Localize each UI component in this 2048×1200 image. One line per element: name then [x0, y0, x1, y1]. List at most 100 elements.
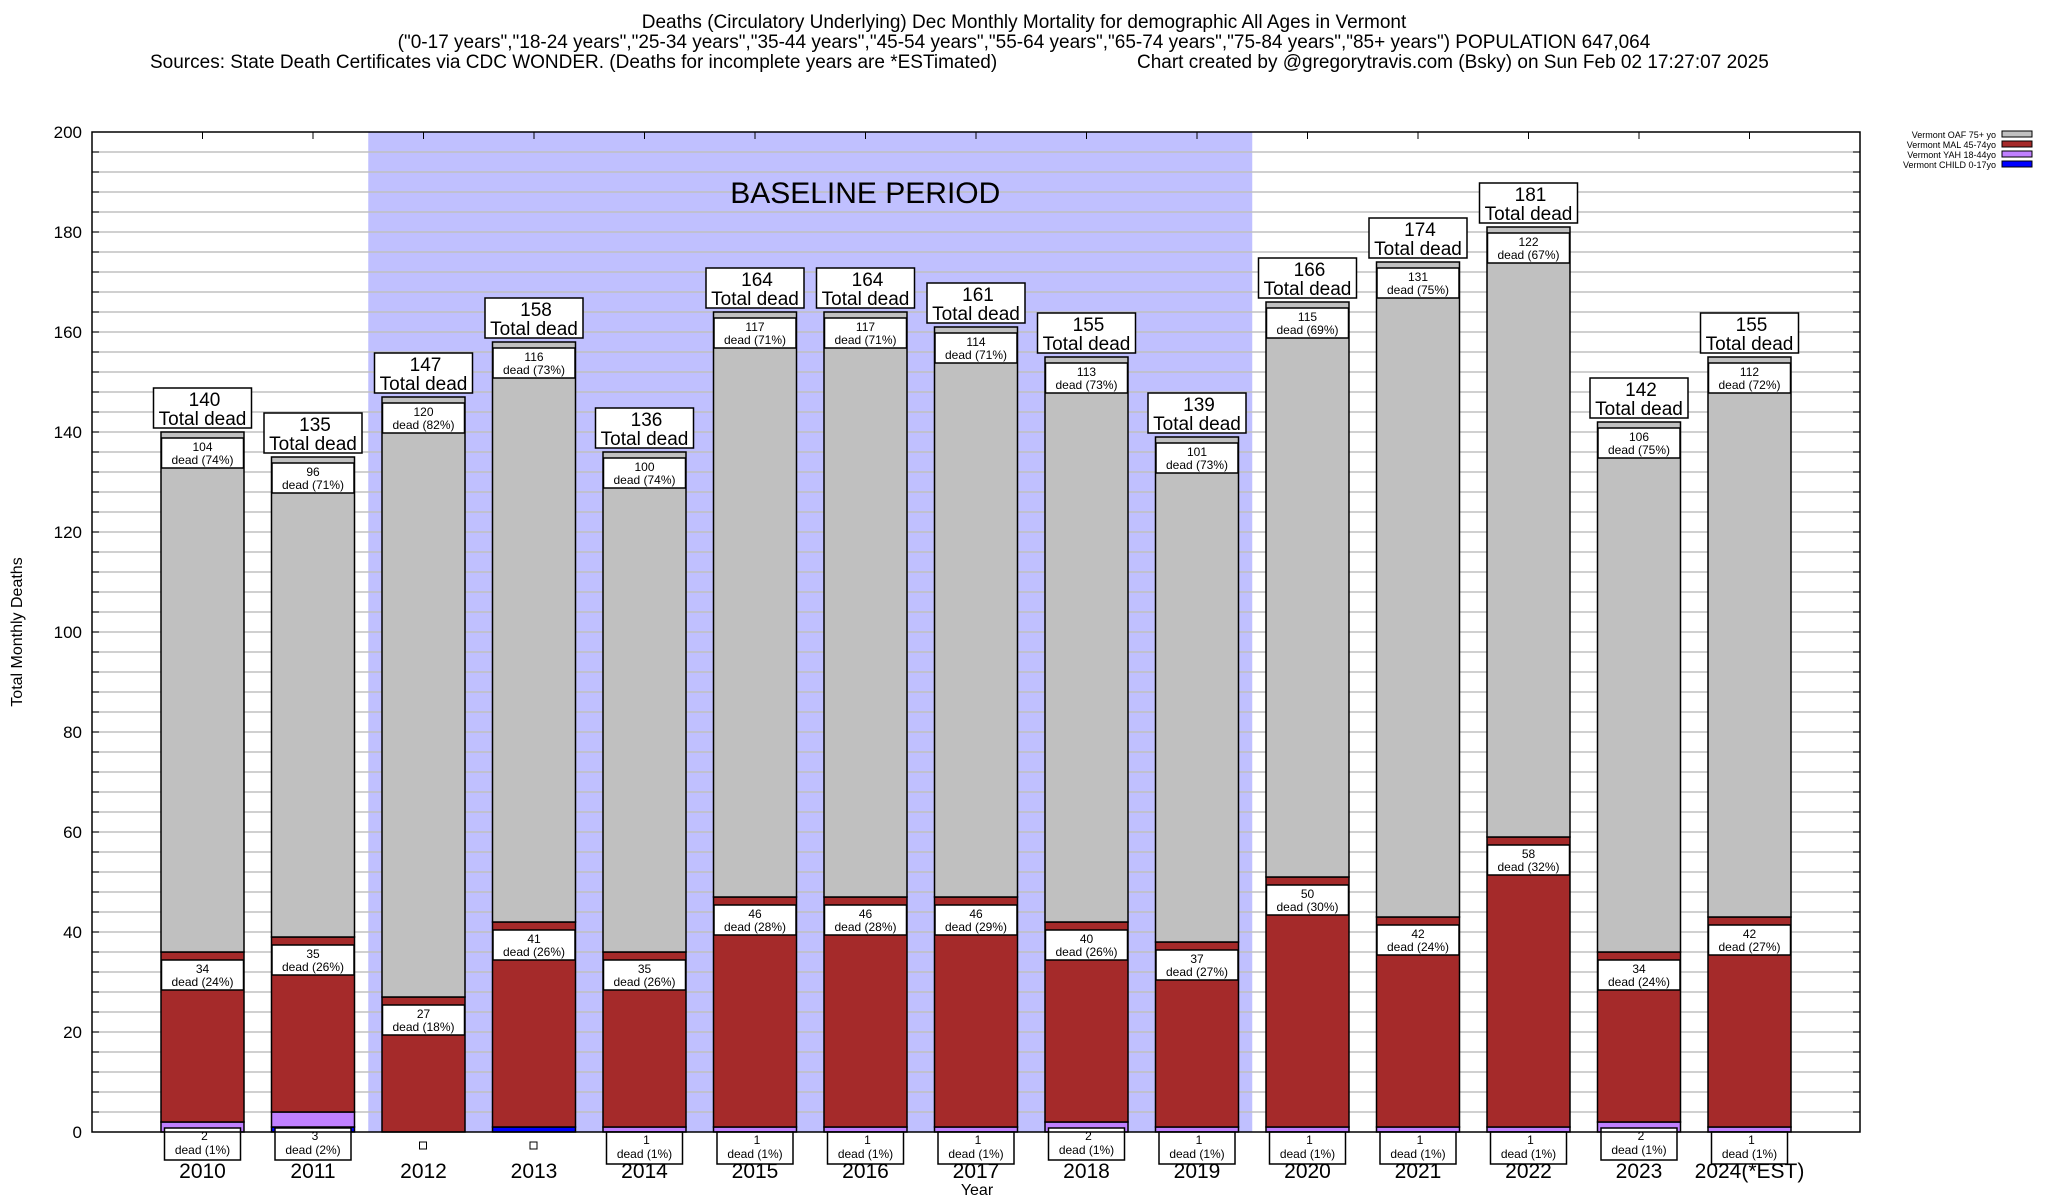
- segment-label-box: [1155, 949, 1239, 981]
- segment-label-value: 113: [1077, 365, 1096, 379]
- segment-label-value: 3: [312, 1129, 319, 1143]
- bar-segment-vermont-oaf-75-yo: [1375, 261, 1461, 918]
- segment-label-box: [1265, 884, 1350, 916]
- y-tick-label: 120: [54, 523, 82, 542]
- segment-label-pct: dead (1%): [1169, 1147, 1224, 1161]
- segment-label-pct: dead (1%): [948, 1147, 1003, 1161]
- segment-label-box: [1376, 267, 1460, 299]
- segment-label-pct: dead (24%): [1608, 975, 1670, 989]
- segment-label-box: [160, 437, 245, 469]
- total-label-value: 161: [962, 285, 994, 306]
- segment-label-box: [937, 1131, 1015, 1165]
- segment-label-value: 35: [306, 947, 320, 961]
- segment-label-pct: dead (24%): [1387, 940, 1449, 954]
- total-label-box: [152, 387, 253, 429]
- x-tick-label: 2022: [1505, 1160, 1552, 1183]
- y-tick-label: 80: [63, 723, 82, 742]
- segment-label-box: [823, 904, 908, 936]
- segment-label-pct: dead (75%): [1608, 443, 1670, 457]
- x-tick-label: 2015: [732, 1160, 779, 1183]
- segment-label-value: 2: [1085, 1129, 1092, 1143]
- segment-label-value: 34: [196, 962, 210, 976]
- total-label-text: Total dead: [1374, 239, 1462, 260]
- total-label-box: [815, 267, 916, 309]
- total-label-text: Total dead: [1595, 399, 1683, 420]
- segment-label-pct: dead (74%): [613, 473, 675, 487]
- total-label-box: [1589, 377, 1689, 419]
- segment-label-box: [1268, 1131, 1347, 1165]
- segment-label-box: [1155, 442, 1239, 474]
- segment-label-pct: dead (26%): [613, 975, 675, 989]
- bar-segment-vermont-oaf-75-yo: [1154, 436, 1240, 943]
- x-tick-label: 2017: [953, 1160, 1000, 1183]
- segment-label-value: 117: [745, 320, 764, 334]
- x-tick-label: 2012: [400, 1160, 447, 1183]
- segment-label-value: 116: [524, 350, 543, 364]
- segment-label-box: [492, 929, 576, 961]
- segment-label-value: 115: [1298, 310, 1317, 324]
- total-label-value: 164: [852, 270, 884, 291]
- segment-label-value: 96: [306, 465, 320, 479]
- x-tick-label: 2011: [290, 1160, 335, 1183]
- segment-label-box: [271, 462, 355, 494]
- segment-label-box: [1597, 959, 1681, 991]
- segment-label-box: [823, 317, 908, 349]
- segment-label-value: 112: [1740, 365, 1759, 379]
- total-label-text: Total dead: [269, 434, 357, 455]
- segment-label-box: [1044, 362, 1129, 394]
- sources-note: Sources: State Death Certificates via CD…: [150, 52, 998, 73]
- segment-label-value: 101: [1187, 445, 1207, 459]
- x-tick-label: 2014: [621, 1160, 668, 1183]
- y-axis-label: Total Monthly Deaths: [9, 557, 26, 706]
- x-tick-label: 2024(*EST): [1695, 1160, 1805, 1183]
- baseline-period-label: BASELINE PERIOD: [730, 177, 1000, 210]
- total-label-value: 181: [1515, 185, 1547, 206]
- total-label-box: [373, 352, 474, 394]
- segment-label-box: [1047, 1127, 1126, 1161]
- segment-label-box: [1707, 924, 1792, 956]
- total-label-value: 139: [1183, 395, 1215, 416]
- legend-swatch: [2001, 150, 2033, 158]
- segment-label-box: [826, 1131, 905, 1165]
- y-tick-label: 40: [63, 923, 82, 942]
- total-label-value: 166: [1294, 260, 1326, 281]
- x-tick-label: 2021: [1395, 1160, 1442, 1183]
- segment-label-pct: dead (1%): [1280, 1147, 1335, 1161]
- segment-label-value: 46: [859, 907, 873, 921]
- segment-label-box: [934, 904, 1018, 936]
- x-axis-label: Year: [961, 1182, 994, 1199]
- segment-label-pct: dead (2%): [285, 1143, 340, 1157]
- y-tick-label: 0: [73, 1123, 82, 1142]
- segment-label-pct: dead (32%): [1497, 860, 1559, 874]
- x-tick-label: 2010: [179, 1160, 226, 1183]
- total-label-text: Total dead: [932, 304, 1020, 325]
- y-tick-label: 20: [63, 1023, 82, 1042]
- total-label-box: [1257, 257, 1358, 299]
- y-tick-label: 100: [54, 623, 82, 642]
- segment-label-box: [602, 457, 687, 489]
- segment-label-value: 1: [1527, 1133, 1534, 1147]
- y-tick-label: 140: [54, 423, 82, 442]
- segment-label-box: [381, 1004, 466, 1036]
- credit-note: Chart created by @gregorytravis.com (Bsk…: [1137, 52, 1769, 73]
- segment-label-box: [274, 1127, 352, 1161]
- segment-label-value: 40: [1080, 932, 1094, 946]
- total-label-value: 155: [1736, 315, 1768, 336]
- segment-label-pct: dead (71%): [282, 478, 344, 492]
- total-label-value: 136: [631, 410, 663, 431]
- legend-label: Vermont OAF 75+ yo: [1912, 130, 1996, 140]
- x-tick-label: 2013: [511, 1160, 558, 1183]
- y-tick-label: 200: [54, 123, 82, 142]
- segment-label-value: 1: [1196, 1133, 1203, 1147]
- x-tick-label: 2020: [1284, 1160, 1331, 1183]
- segment-label-value: 1: [754, 1133, 761, 1147]
- segment-label-box: [160, 959, 245, 991]
- segment-label-value: 1: [643, 1133, 650, 1147]
- bar-segment-vermont-oaf-75-yo: [1265, 301, 1350, 878]
- segment-label-box: [1376, 924, 1460, 956]
- segment-label-pct: dead (72%): [1718, 378, 1780, 392]
- segment-label-box: [1265, 307, 1350, 339]
- segment-label-value: 46: [748, 907, 762, 921]
- segment-label-value: 50: [1301, 887, 1315, 901]
